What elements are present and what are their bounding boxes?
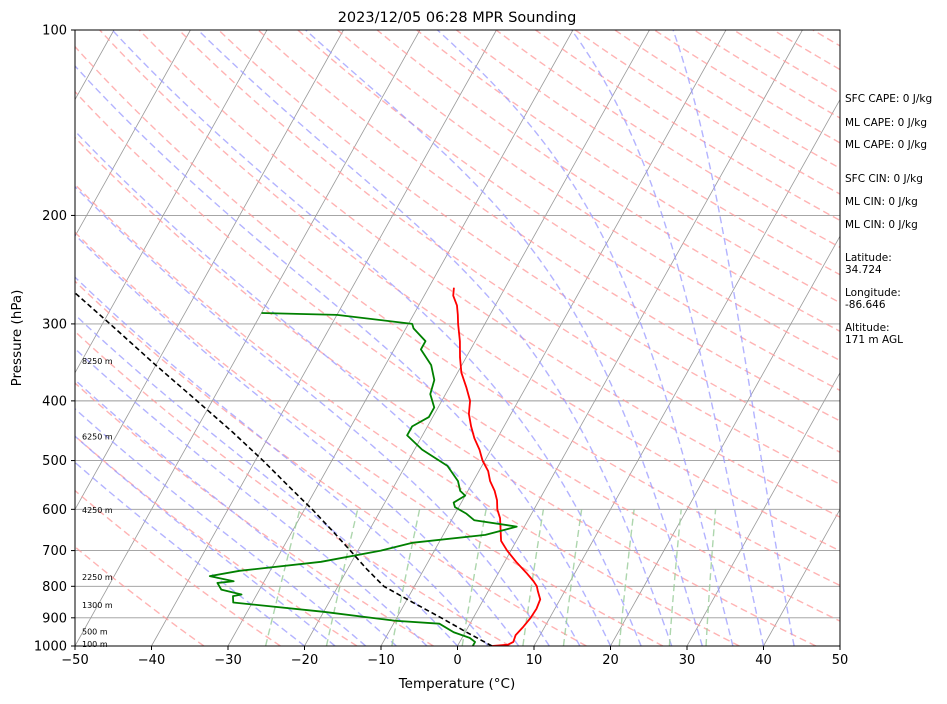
y-tick-label: 1000 — [34, 640, 67, 655]
mixing-ratio-line — [563, 509, 581, 646]
isotherm — [381, 30, 726, 646]
plot-frame — [75, 30, 840, 646]
x-tick-label: −30 — [214, 653, 241, 668]
info-panel-line: -86.646 — [845, 299, 886, 311]
moist-adiabat — [0, 30, 457, 646]
dry-adiabat — [20, 30, 892, 646]
mixing-ratio-line — [619, 509, 634, 646]
dry-adiabat — [0, 30, 510, 646]
x-tick-label: 50 — [832, 653, 849, 668]
altitude-label: 8250 m — [82, 357, 113, 366]
x-tick-label: 10 — [526, 653, 543, 668]
y-axis: 100 200 300 400 500 600 700 800 900 1000 — [34, 24, 75, 655]
moist-adiabat — [0, 30, 519, 646]
dry-adiabat — [0, 30, 816, 646]
dry-adiabat — [139, 30, 947, 646]
altitude-label: 1300 m — [82, 601, 113, 610]
dry-adiabat — [0, 30, 663, 646]
moist-adiabat — [0, 30, 549, 646]
dry-adiabat — [179, 30, 947, 646]
info-panel-line: Altitude: — [845, 322, 890, 334]
info-panel-line: 34.724 — [845, 264, 882, 276]
altitude-label: 100 m — [82, 640, 108, 649]
y-tick-label: 600 — [42, 503, 67, 518]
moist-adiabat — [0, 30, 488, 646]
dry-adiabat — [932, 30, 947, 646]
x-axis-label: Temperature (°C) — [398, 676, 516, 692]
y-tick-label: 100 — [42, 24, 67, 39]
dry-adiabat — [219, 30, 947, 646]
y-tick-label: 300 — [42, 317, 67, 332]
y-axis-label: Pressure (hPa) — [9, 290, 25, 387]
y-tick-label: 900 — [42, 611, 67, 626]
y-tick-label: 800 — [42, 580, 67, 595]
x-tick-label: 0 — [453, 653, 461, 668]
x-tick-label: −40 — [138, 653, 165, 668]
x-tick-label: 40 — [755, 653, 772, 668]
mixing-ratio-line — [523, 509, 544, 646]
data-lines — [69, 288, 540, 646]
y-tick-label: 500 — [42, 454, 67, 469]
altitude-label: 4250 m — [82, 506, 113, 515]
mixing-ratio-line — [462, 509, 486, 646]
chart-title: 2023/12/05 06:28 MPR Sounding — [338, 10, 577, 26]
isotherm — [0, 30, 267, 646]
info-panel-line: ML CAPE: 0 J/kg — [845, 117, 927, 129]
info-panel-line: Longitude: — [845, 287, 901, 299]
altitude-label: 2250 m — [82, 573, 113, 582]
y-tick-label: 400 — [42, 394, 67, 409]
x-tick-label: −20 — [291, 653, 318, 668]
x-tick-label: −10 — [367, 653, 394, 668]
info-panel-line: ML CIN: 0 J/kg — [845, 219, 918, 231]
isotherm — [0, 30, 190, 646]
y-tick-label: 200 — [42, 209, 67, 224]
info-panel-line: 171 m AGL — [845, 334, 903, 346]
info-panel-line: ML CAPE: 0 J/kg — [845, 139, 927, 151]
mixing-ratio-line — [706, 509, 716, 646]
dry-adiabat — [0, 30, 204, 646]
mixing-ratio-line — [266, 509, 300, 646]
altitude-label: 6250 m — [82, 432, 113, 441]
info-panel: SFC CAPE: 0 J/kg ML CAPE: 0 J/kg ML CAPE: … — [845, 93, 932, 346]
background-lines — [0, 30, 947, 646]
x-tick-label: −50 — [61, 653, 88, 668]
moist-adiabat — [43, 30, 610, 646]
info-panel-line: SFC CIN: 0 J/kg — [845, 173, 923, 185]
temperature-line — [453, 288, 540, 646]
info-panel-line: Latitude: — [845, 252, 892, 264]
info-panel-line: SFC CAPE: 0 J/kg — [845, 93, 932, 105]
x-tick-label: 20 — [602, 653, 619, 668]
y-tick-label: 700 — [42, 544, 67, 559]
x-tick-label: 30 — [679, 653, 696, 668]
info-panel-line: ML CIN: 0 J/kg — [845, 196, 918, 208]
x-axis: −50 −40 −30 −20 −10 0 10 20 30 40 50 — [61, 646, 848, 668]
altitude-label: 500 m — [82, 628, 108, 637]
